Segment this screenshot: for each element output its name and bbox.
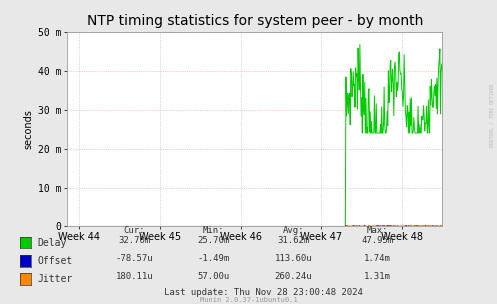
Text: 32.70m: 32.70m: [118, 236, 150, 245]
Text: -78.57u: -78.57u: [115, 254, 153, 263]
Text: 113.60u: 113.60u: [274, 254, 312, 263]
Text: 1.74m: 1.74m: [364, 254, 391, 263]
Text: 57.00u: 57.00u: [198, 272, 230, 281]
Text: Offset: Offset: [37, 256, 73, 266]
Y-axis label: seconds: seconds: [24, 109, 34, 149]
Text: 260.24u: 260.24u: [274, 272, 312, 281]
Text: 180.11u: 180.11u: [115, 272, 153, 281]
Text: Delay: Delay: [37, 238, 67, 247]
Text: Munin 2.0.37-1ubuntu0.1: Munin 2.0.37-1ubuntu0.1: [200, 298, 297, 303]
Text: 1.31m: 1.31m: [364, 272, 391, 281]
Text: Avg:: Avg:: [282, 226, 304, 235]
Title: NTP timing statistics for system peer - by month: NTP timing statistics for system peer - …: [86, 14, 423, 28]
Text: Min:: Min:: [203, 226, 225, 235]
Text: Last update: Thu Nov 28 23:00:48 2024: Last update: Thu Nov 28 23:00:48 2024: [164, 288, 363, 297]
Text: -1.49m: -1.49m: [198, 254, 230, 263]
Text: 47.95m: 47.95m: [362, 236, 394, 245]
Text: Cur:: Cur:: [123, 226, 145, 235]
Text: RRDTOOL / TOBI OETIKER: RRDTOOL / TOBI OETIKER: [490, 84, 495, 147]
Text: Max:: Max:: [367, 226, 389, 235]
Text: 25.70m: 25.70m: [198, 236, 230, 245]
Text: Jitter: Jitter: [37, 274, 73, 284]
Text: 31.62m: 31.62m: [277, 236, 309, 245]
